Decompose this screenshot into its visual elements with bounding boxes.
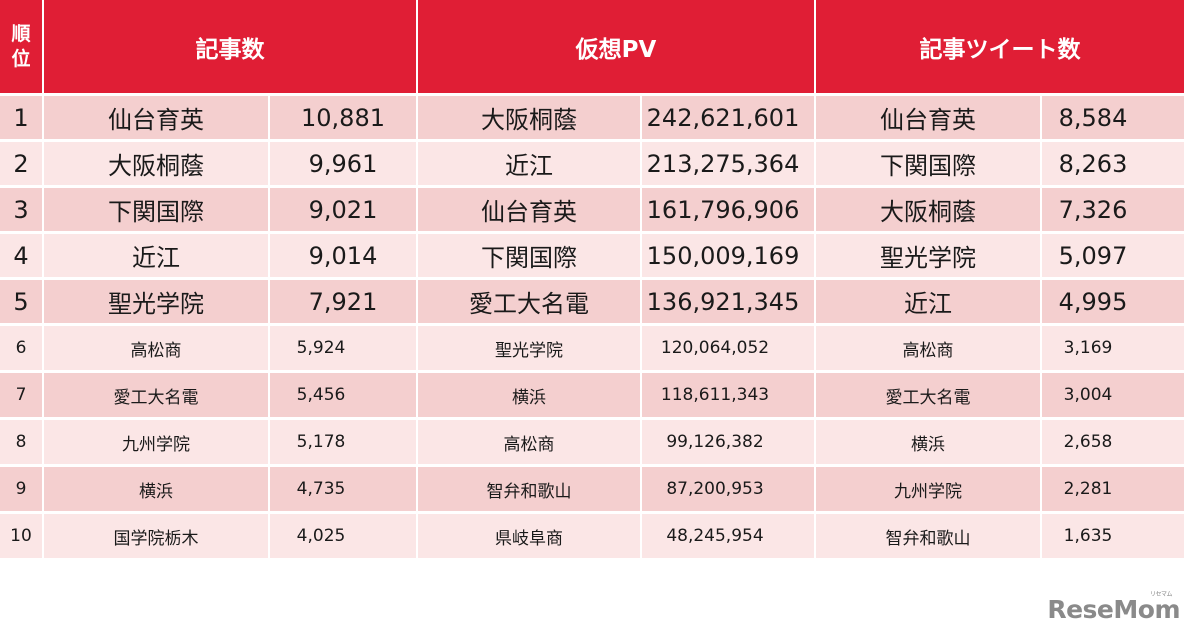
tweets-school-cell: 大阪桐蔭 bbox=[816, 188, 1042, 234]
tweets-school-cell: 仙台育英 bbox=[816, 96, 1042, 142]
pv-school-cell: 大阪桐蔭 bbox=[418, 96, 642, 142]
pv-school-cell: 近江 bbox=[418, 142, 642, 188]
rank-cell: 10 bbox=[0, 514, 44, 561]
tweets-school-cell: 聖光学院 bbox=[816, 234, 1042, 280]
articles-value-cell: 4,025 bbox=[270, 514, 418, 561]
pv-value-cell: 213,275,364 bbox=[642, 142, 816, 188]
articles-value-cell: 4,735 bbox=[270, 467, 418, 514]
header-tweets: 記事ツイート数 bbox=[816, 0, 1186, 96]
header-virtual-pv: 仮想PV bbox=[418, 0, 816, 96]
table-row: 3 下関国際 9,021 仙台育英 161,796,906 大阪桐蔭 7,326 bbox=[0, 188, 1186, 234]
articles-school-cell: 下関国際 bbox=[44, 188, 270, 234]
articles-school-cell: 国学院栃木 bbox=[44, 514, 270, 561]
articles-school-cell: 愛工大名電 bbox=[44, 373, 270, 420]
pv-value-cell: 118,611,343 bbox=[642, 373, 816, 420]
articles-school-cell: 高松商 bbox=[44, 326, 270, 373]
pv-school-cell: 聖光学院 bbox=[418, 326, 642, 373]
tweets-value-cell: 4,995 bbox=[1042, 280, 1186, 326]
tweets-school-cell: 下関国際 bbox=[816, 142, 1042, 188]
header-rank-line2: 位 bbox=[11, 47, 31, 70]
tweets-value-cell: 2,658 bbox=[1042, 420, 1186, 467]
articles-value-cell: 9,021 bbox=[270, 188, 418, 234]
articles-value-cell: 9,961 bbox=[270, 142, 418, 188]
tweets-value-cell: 5,097 bbox=[1042, 234, 1186, 280]
header-rank: 順 位 bbox=[0, 0, 44, 96]
tweets-value-cell: 2,281 bbox=[1042, 467, 1186, 514]
pv-school-cell: 愛工大名電 bbox=[418, 280, 642, 326]
tweets-value-cell: 8,263 bbox=[1042, 142, 1186, 188]
articles-value-cell: 9,014 bbox=[270, 234, 418, 280]
pv-school-cell: 下関国際 bbox=[418, 234, 642, 280]
header-rank-line1: 順 bbox=[11, 22, 31, 45]
table-row: 8 九州学院 5,178 高松商 99,126,382 横浜 2,658 bbox=[0, 420, 1186, 467]
pv-value-cell: 242,621,601 bbox=[642, 96, 816, 142]
pv-value-cell: 99,126,382 bbox=[642, 420, 816, 467]
articles-school-cell: 近江 bbox=[44, 234, 270, 280]
articles-school-cell: 大阪桐蔭 bbox=[44, 142, 270, 188]
header-articles: 記事数 bbox=[44, 0, 418, 96]
pv-value-cell: 120,064,052 bbox=[642, 326, 816, 373]
articles-value-cell: 5,924 bbox=[270, 326, 418, 373]
resemom-logo: ReseMom リセマム bbox=[1047, 591, 1180, 624]
pv-school-cell: 県岐阜商 bbox=[418, 514, 642, 561]
pv-school-cell: 高松商 bbox=[418, 420, 642, 467]
table-row: 6 高松商 5,924 聖光学院 120,064,052 高松商 3,169 bbox=[0, 326, 1186, 373]
table-row: 4 近江 9,014 下関国際 150,009,169 聖光学院 5,097 bbox=[0, 234, 1186, 280]
rank-cell: 8 bbox=[0, 420, 44, 467]
tweets-school-cell: 九州学院 bbox=[816, 467, 1042, 514]
header-row: 順 位 記事数 仮想PV 記事ツイート数 bbox=[0, 0, 1186, 96]
rank-cell: 9 bbox=[0, 467, 44, 514]
rank-cell: 2 bbox=[0, 142, 44, 188]
articles-school-cell: 聖光学院 bbox=[44, 280, 270, 326]
table-row: 10 国学院栃木 4,025 県岐阜商 48,245,954 智弁和歌山 1,635 bbox=[0, 514, 1186, 561]
pv-value-cell: 87,200,953 bbox=[642, 467, 816, 514]
tweets-school-cell: 近江 bbox=[816, 280, 1042, 326]
pv-value-cell: 136,921,345 bbox=[642, 280, 816, 326]
articles-value-cell: 5,456 bbox=[270, 373, 418, 420]
rank-cell: 5 bbox=[0, 280, 44, 326]
articles-school-cell: 仙台育英 bbox=[44, 96, 270, 142]
pv-value-cell: 48,245,954 bbox=[642, 514, 816, 561]
pv-value-cell: 161,796,906 bbox=[642, 188, 816, 234]
tweets-value-cell: 3,169 bbox=[1042, 326, 1186, 373]
articles-school-cell: 横浜 bbox=[44, 467, 270, 514]
rank-cell: 1 bbox=[0, 96, 44, 142]
tweets-school-cell: 高松商 bbox=[816, 326, 1042, 373]
rank-cell: 4 bbox=[0, 234, 44, 280]
pv-school-cell: 仙台育英 bbox=[418, 188, 642, 234]
tweets-school-cell: 智弁和歌山 bbox=[816, 514, 1042, 561]
pv-school-cell: 智弁和歌山 bbox=[418, 467, 642, 514]
articles-school-cell: 九州学院 bbox=[44, 420, 270, 467]
logo-text: ReseMom bbox=[1047, 595, 1180, 624]
pv-value-cell: 150,009,169 bbox=[642, 234, 816, 280]
rank-cell: 7 bbox=[0, 373, 44, 420]
table-row: 2 大阪桐蔭 9,961 近江 213,275,364 下関国際 8,263 bbox=[0, 142, 1186, 188]
table-row: 7 愛工大名電 5,456 横浜 118,611,343 愛工大名電 3,004 bbox=[0, 373, 1186, 420]
rank-cell: 3 bbox=[0, 188, 44, 234]
articles-value-cell: 7,921 bbox=[270, 280, 418, 326]
tweets-value-cell: 3,004 bbox=[1042, 373, 1186, 420]
logo-ruby: リセマム bbox=[1149, 591, 1173, 598]
tweets-value-cell: 8,584 bbox=[1042, 96, 1186, 142]
tweets-value-cell: 7,326 bbox=[1042, 188, 1186, 234]
tweets-school-cell: 横浜 bbox=[816, 420, 1042, 467]
tweets-value-cell: 1,635 bbox=[1042, 514, 1186, 561]
tweets-school-cell: 愛工大名電 bbox=[816, 373, 1042, 420]
rank-cell: 6 bbox=[0, 326, 44, 373]
table-row: 9 横浜 4,735 智弁和歌山 87,200,953 九州学院 2,281 bbox=[0, 467, 1186, 514]
articles-value-cell: 10,881 bbox=[270, 96, 418, 142]
table-row: 5 聖光学院 7,921 愛工大名電 136,921,345 近江 4,995 bbox=[0, 280, 1186, 326]
articles-value-cell: 5,178 bbox=[270, 420, 418, 467]
ranking-table: 順 位 記事数 仮想PV 記事ツイート数 1 仙台育英 10,881 大阪桐蔭 242,… bbox=[0, 0, 1186, 561]
table-row: 1 仙台育英 10,881 大阪桐蔭 242,621,601 仙台育英 8,584 bbox=[0, 96, 1186, 142]
pv-school-cell: 横浜 bbox=[418, 373, 642, 420]
